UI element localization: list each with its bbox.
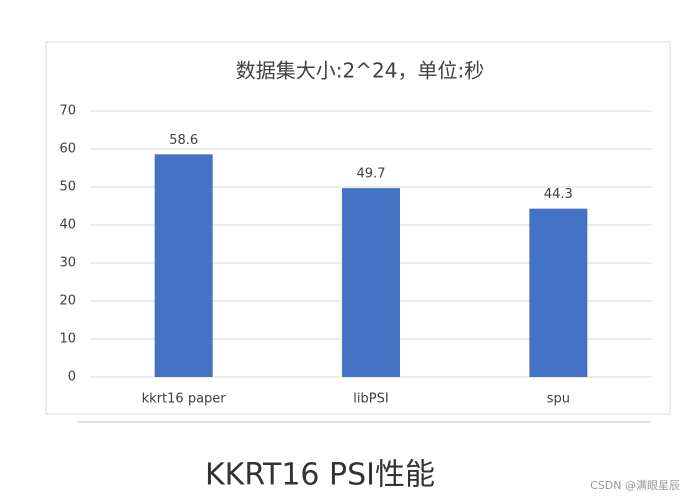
y-tick-label: 40 (59, 218, 76, 233)
caption: KKRT16 PSI性能 (205, 458, 435, 493)
bar (342, 188, 400, 377)
x-tick-label: kkrt16 paper (142, 392, 227, 407)
watermark: CSDN @满眼星辰 (590, 479, 680, 492)
x-tick-label: spu (547, 392, 570, 407)
data-label: 49.7 (357, 167, 386, 182)
chart-title: 数据集大小:2^24，单位:秒 (236, 59, 484, 83)
y-tick-label: 20 (59, 294, 76, 309)
y-tick-label: 10 (59, 332, 76, 347)
y-tick-label: 60 (59, 142, 76, 157)
y-tick-label: 70 (59, 104, 76, 119)
y-tick-label: 50 (59, 180, 76, 195)
data-label: 58.6 (169, 133, 198, 148)
bar (154, 154, 213, 377)
y-tick-label: 30 (59, 256, 76, 271)
x-tick-label: libPSI (353, 392, 388, 407)
bar (529, 208, 588, 377)
data-label: 44.3 (544, 187, 573, 202)
y-tick-label: 0 (68, 370, 76, 385)
